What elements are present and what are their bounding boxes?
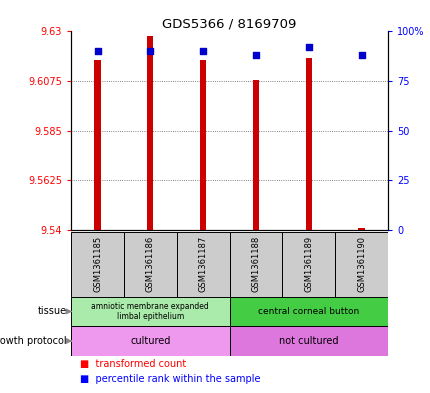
- Bar: [147, 36, 153, 230]
- Bar: [252, 80, 258, 230]
- Text: GSM1361187: GSM1361187: [198, 236, 207, 292]
- Title: GDS5366 / 8169709: GDS5366 / 8169709: [162, 17, 296, 30]
- Point: [304, 44, 311, 50]
- Text: not cultured: not cultured: [278, 336, 338, 346]
- Bar: [124, 232, 176, 297]
- Point: [147, 48, 154, 54]
- Bar: [282, 232, 335, 297]
- Point: [94, 48, 101, 54]
- Bar: [357, 228, 364, 230]
- Bar: [94, 60, 101, 230]
- Text: GSM1361186: GSM1361186: [145, 236, 154, 292]
- Bar: [229, 297, 387, 326]
- Text: GSM1361188: GSM1361188: [251, 236, 260, 292]
- Bar: [229, 232, 282, 297]
- Bar: [71, 326, 229, 356]
- Text: GSM1361185: GSM1361185: [93, 236, 102, 292]
- Text: GSM1361190: GSM1361190: [356, 236, 365, 292]
- Bar: [200, 60, 206, 230]
- Text: amniotic membrane expanded
limbal epithelium: amniotic membrane expanded limbal epithe…: [91, 302, 209, 321]
- Point: [357, 52, 364, 59]
- Text: growth protocol: growth protocol: [0, 336, 67, 346]
- Point: [252, 52, 259, 59]
- Text: tissue: tissue: [37, 307, 67, 316]
- Bar: [229, 326, 387, 356]
- Bar: [335, 232, 387, 297]
- Text: ■  transformed count: ■ transformed count: [80, 359, 186, 369]
- Bar: [71, 232, 124, 297]
- Text: central corneal button: central corneal button: [258, 307, 359, 316]
- Text: ■  percentile rank within the sample: ■ percentile rank within the sample: [80, 375, 260, 384]
- Text: cultured: cultured: [130, 336, 170, 346]
- Bar: [176, 232, 229, 297]
- Bar: [71, 297, 229, 326]
- Bar: [305, 58, 311, 230]
- Text: GSM1361189: GSM1361189: [304, 236, 313, 292]
- Point: [199, 48, 206, 54]
